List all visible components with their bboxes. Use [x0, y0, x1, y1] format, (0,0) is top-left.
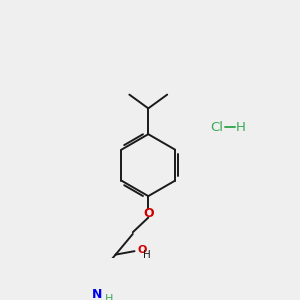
Text: H: H: [104, 294, 113, 300]
Text: O: O: [137, 245, 146, 255]
Text: O: O: [143, 207, 154, 220]
Text: Cl: Cl: [211, 121, 224, 134]
Text: N: N: [92, 288, 102, 300]
Text: H: H: [236, 121, 245, 134]
Text: H: H: [143, 250, 151, 260]
